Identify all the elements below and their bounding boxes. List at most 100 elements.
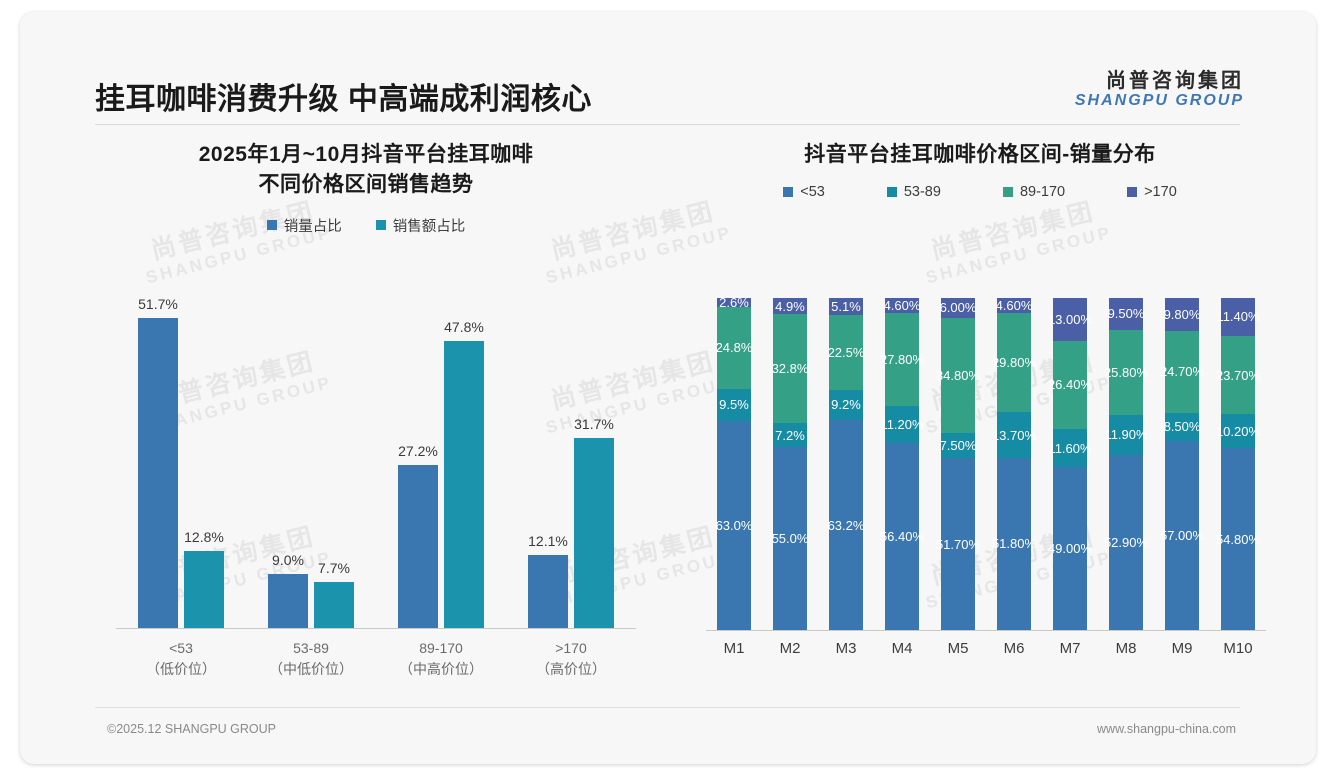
stack-value-label: 11.40% [1216, 309, 1260, 325]
x-axis-tick-label: 53-89 （中低价位） [246, 638, 376, 680]
stacked-bar-column[interactable]: 11.40% 23.70% 10.20% 54.80% [1216, 298, 1260, 630]
x-tick-sublabel: （中高价位） [399, 661, 483, 677]
stack-segment[interactable]: 2.6% [717, 295, 751, 310]
stack-segment[interactable]: 49.00% [1048, 467, 1092, 630]
stack-value-label: 27.80% [879, 351, 925, 367]
stack-segment[interactable]: 24.70% [1160, 330, 1204, 413]
stack-segment[interactable]: 23.70% [1216, 335, 1260, 415]
stack-value-label: 54.80% [1215, 531, 1261, 547]
stack-segment[interactable]: 27.80% [880, 313, 924, 406]
stack-value-label: 24.70% [1159, 364, 1205, 380]
bar-revenue[interactable]: 31.7% [574, 416, 614, 628]
legend-swatch-icon [1002, 187, 1013, 198]
stack-segment[interactable]: 4.60% [996, 298, 1032, 314]
stacked-bar-column[interactable]: 9.80% 24.70% 8.50% 57.00% [1160, 298, 1204, 630]
bar-volume[interactable]: 27.2% [398, 443, 438, 628]
legend-label: 53-89 [903, 184, 941, 201]
stack-value-label: 11.90% [1104, 427, 1148, 443]
stack-segment[interactable]: 7.50% [940, 433, 976, 459]
stack-value-label: 5.1% [831, 298, 861, 314]
legend-label: 销量占比 [283, 218, 342, 235]
legend-swatch-icon [783, 187, 794, 198]
stack-segment[interactable]: 10.20% [1216, 414, 1260, 449]
stack-segment[interactable]: 24.8% [715, 306, 753, 390]
bar-value-label: 7.7% [318, 559, 350, 576]
stack-segment[interactable]: 9.2% [829, 389, 863, 421]
stack-segment[interactable]: 13.70% [992, 412, 1036, 458]
stacked-bar-column[interactable]: 6.00% 34.80% 7.50% 51.70% [936, 298, 980, 630]
stacked-bar-column[interactable]: 9.50% 25.80% 11.90% 52.90% [1104, 298, 1148, 630]
stack-segment[interactable]: 9.50% [1108, 298, 1144, 330]
bar-group: 12.1% 31.7% [506, 298, 636, 628]
left-plot-area: 51.7% 12.8% 9.0% 7.7% 27.2% 47.8% 12.1% 31.7% [116, 296, 636, 628]
left-chart-title: 2025年1月~10月抖音平台挂耳咖啡 不同价格区间销售趋势 [66, 140, 666, 201]
bar-value-label: 31.7% [574, 415, 614, 432]
stack-segment[interactable]: 4.60% [883, 298, 921, 314]
x-axis-tick-label: M8 [1115, 640, 1137, 657]
stack-segment[interactable]: 11.90% [1104, 415, 1148, 455]
stack-segment[interactable]: 4.9% [773, 298, 807, 315]
stack-segment[interactable]: 52.90% [1104, 454, 1148, 630]
logo-text-cn: 尚普咨询集团 [1106, 70, 1244, 92]
stack-value-label: 9.80% [1163, 306, 1201, 322]
bar-revenue[interactable]: 12.8% [184, 529, 224, 628]
stack-segment[interactable]: 11.20% [880, 405, 924, 443]
stack-value-label: 9.5% [719, 397, 749, 413]
stack-segment[interactable]: 29.80% [992, 313, 1036, 413]
stack-segment[interactable]: 6.00% [940, 298, 976, 318]
x-tick-sublabel: （低价位） [146, 661, 216, 677]
bar-fill [574, 437, 614, 628]
stack-segment[interactable]: 32.8% [772, 314, 808, 424]
stack-segment[interactable]: 26.40% [1048, 341, 1092, 429]
stack-segment[interactable]: 63.0% [716, 420, 752, 630]
stack-segment[interactable]: 57.00% [1160, 440, 1204, 630]
bar-group: 51.7% 12.8% [116, 296, 246, 628]
stack-segment[interactable]: 8.50% [1164, 412, 1200, 441]
stack-segment[interactable]: 54.80% [1216, 448, 1260, 630]
right-chart-panel: 抖音平台挂耳咖啡价格区间-销量分布 <53 53-89 89-170 >170 2.6… [680, 140, 1280, 700]
stack-segment[interactable]: 5.1% [829, 298, 863, 315]
stack-value-label: 29.80% [991, 355, 1037, 371]
stack-segment[interactable]: 63.2% [828, 420, 864, 630]
stack-value-label: 22.5% [827, 344, 865, 360]
stack-segment[interactable]: 55.0% [772, 447, 808, 630]
right-legend-item-2[interactable]: 89-170 [1002, 184, 1065, 200]
stack-segment[interactable]: 25.80% [1104, 329, 1148, 416]
stack-segment[interactable]: 11.40% [1216, 298, 1260, 336]
slide-header: 挂耳咖啡消费升级 中高端成利润核心 尚普咨询集团 SHANGPU GROUP [20, 12, 1316, 125]
stacked-bar-column[interactable]: 4.60% 29.80% 13.70% 51.80% [992, 298, 1036, 630]
x-axis-tick-label: M5 [947, 640, 969, 657]
bar-volume[interactable]: 12.1% [528, 533, 568, 628]
stacked-bar-column[interactable]: 13.00% 26.40% 11.60% 49.00% [1048, 298, 1092, 630]
legend-swatch-icon [1127, 187, 1138, 198]
stack-value-label: 56.40% [879, 528, 925, 544]
stack-segment[interactable]: 9.80% [1163, 298, 1201, 331]
x-axis-tick-label: >170 （高价位） [506, 638, 636, 680]
stack-segment[interactable]: 13.00% [1048, 298, 1092, 342]
bar-volume[interactable]: 9.0% [268, 552, 308, 628]
stack-segment[interactable]: 7.2% [773, 423, 807, 448]
left-legend-item-1[interactable]: 销售额占比 [375, 215, 465, 236]
bar-revenue[interactable]: 7.7% [314, 560, 354, 628]
stack-segment[interactable]: 51.80% [992, 457, 1036, 630]
bar-volume[interactable]: 51.7% [138, 296, 178, 628]
stack-segment[interactable]: 34.80% [936, 317, 980, 434]
stacked-bar-column[interactable]: 5.1% 22.5% 9.2% 63.2% [827, 298, 865, 630]
stack-segment[interactable]: 22.5% [827, 314, 865, 390]
stacked-bar-column[interactable]: 2.6% 24.8% 9.5% 63.0% [715, 295, 753, 630]
stack-segment[interactable]: 56.40% [880, 442, 924, 630]
stack-value-label: 4.60% [883, 298, 921, 314]
left-legend-item-0[interactable]: 销量占比 [266, 215, 342, 236]
website-url: www.shangpu-china.com [1097, 722, 1236, 736]
right-legend-item-0[interactable]: <53 [783, 184, 825, 200]
stacked-bar-column[interactable]: 4.9% 32.8% 7.2% 55.0% [772, 298, 808, 630]
stack-value-label: 10.20% [1215, 423, 1261, 439]
right-legend-item-1[interactable]: 53-89 [886, 184, 941, 201]
stacked-bar-column[interactable]: 4.60% 27.80% 11.20% 56.40% [880, 298, 924, 630]
stack-segment[interactable]: 11.60% [1048, 428, 1092, 468]
stack-value-label: 24.8% [715, 340, 753, 356]
right-legend-item-3[interactable]: >170 [1127, 184, 1177, 200]
bar-revenue[interactable]: 47.8% [444, 319, 484, 628]
stack-segment[interactable]: 9.5% [717, 389, 751, 421]
stack-segment[interactable]: 51.70% [936, 458, 980, 630]
